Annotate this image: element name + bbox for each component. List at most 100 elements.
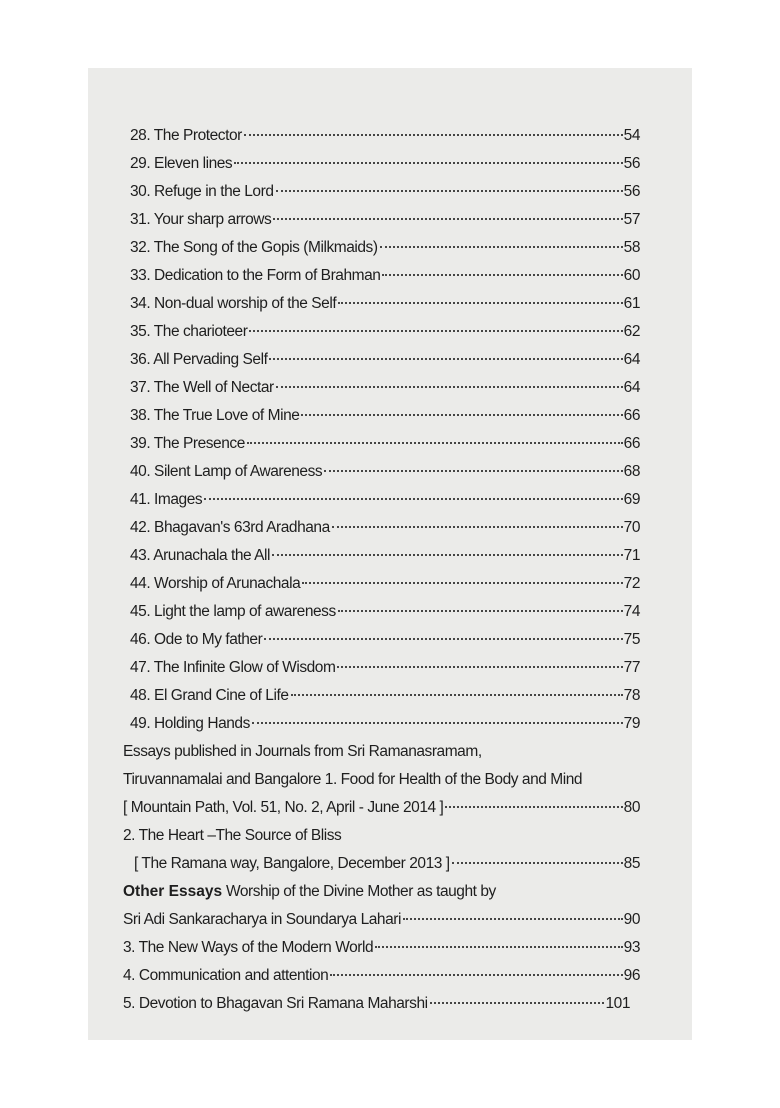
dot-leader (249, 330, 623, 332)
entry-title: 32. The Song of the Gopis (Milkmaids) (130, 239, 378, 256)
other-essays-line: Other Essays Worship of the Divine Mothe… (123, 878, 640, 906)
page-number: 69 (623, 491, 641, 508)
toc-entry: 3. The New Ways of the Modern World 93 (123, 934, 640, 962)
dot-leader (272, 554, 623, 556)
dot-leader (445, 806, 623, 808)
entry-title: 47. The Infinite Glow of Wisdom (130, 659, 336, 676)
entry-title: 30. Refuge in the Lord (130, 183, 274, 200)
dot-leader (324, 470, 623, 472)
toc-entry: 4. Communication and attention 96 (123, 962, 640, 990)
dot-leader (251, 722, 623, 724)
entry-title: 39. The Presence (130, 435, 245, 452)
toc-entry: 48. El Grand Cine of Life 78 (130, 682, 640, 710)
toc-entry: 38. The True Love of Mine 66 (130, 402, 640, 430)
dot-leader (330, 974, 623, 976)
section-heading: Other Essays (123, 883, 223, 900)
entry-title: [ The Ramana way, Bangalore, December 20… (134, 855, 450, 872)
toc-entry: 28. The Protector 54 (130, 122, 640, 150)
dot-leader (402, 918, 623, 920)
toc-entry: 46. Ode to My father 75 (130, 626, 640, 654)
page-number: 77 (623, 659, 641, 676)
entry-title: 34. Non-dual worship of the Self (130, 295, 337, 312)
entry-title: 43. Arunachala the All (130, 547, 271, 564)
entry-title: 38. The True Love of Mine (130, 407, 300, 424)
page-number: 79 (623, 715, 641, 732)
page-number: 96 (623, 967, 641, 984)
dot-leader (338, 302, 623, 304)
page-number: 75 (623, 631, 641, 648)
text: Tiruvannamalai and Bangalore 1. Food for… (123, 771, 583, 788)
toc-entry: 36. All Pervading Self 64 (130, 346, 640, 374)
toc-entry: 34. Non-dual worship of the Self 61 (130, 290, 640, 318)
page-number: 60 (623, 267, 641, 284)
entry-title: 41. Images (130, 491, 203, 508)
entry-title: 33. Dedication to the Form of Brahman (130, 267, 381, 284)
dot-leader (331, 526, 623, 528)
toc-entry: 45. Light the lamp of awareness 74 (130, 598, 640, 626)
entry-title: 48. El Grand Cine of Life (130, 687, 289, 704)
page-number: 57 (623, 211, 641, 228)
page-number: 78 (623, 687, 641, 704)
page-number: 56 (623, 183, 641, 200)
toc-entry: 32. The Song of the Gopis (Milkmaids) 58 (130, 234, 640, 262)
entry-title: 31. Your sharp arrows (130, 211, 272, 228)
page-number: 56 (623, 155, 641, 172)
dot-leader (204, 498, 623, 500)
entry-title: 36. All Pervading Self (130, 351, 268, 368)
toc-entry: 30. Refuge in the Lord 56 (130, 178, 640, 206)
page-number: 90 (623, 911, 641, 928)
dot-leader (301, 414, 623, 416)
entry-title: 4. Communication and attention (123, 967, 329, 984)
toc-entry: 5. Devotion to Bhagavan Sri Ramana Mahar… (123, 990, 630, 1018)
dot-leader (264, 638, 623, 640)
essays-intro-line-1: Essays published in Journals from Sri Ra… (123, 738, 640, 766)
toc-entry: [ The Ramana way, Bangalore, December 20… (134, 850, 640, 878)
entry-title: 35. The charioteer (130, 323, 248, 340)
dot-leader (275, 386, 623, 388)
toc-entry: 29. Eleven lines 56 (130, 150, 640, 178)
toc-entry: [ Mountain Path, Vol. 51, No. 2, April -… (123, 794, 640, 822)
page-number: 61 (623, 295, 641, 312)
dot-leader (337, 610, 623, 612)
dot-leader (337, 666, 623, 668)
page-number: 101 (605, 995, 630, 1012)
dot-leader (429, 1002, 605, 1004)
page-number: 85 (623, 855, 641, 872)
entry-title: 42. Bhagavan's 63rd Aradhana (130, 519, 330, 536)
page-number: 66 (623, 435, 641, 452)
page-number: 71 (623, 547, 641, 564)
dot-leader (451, 862, 623, 864)
entry-title: Sri Adi Sankaracharya in Soundarya Lahar… (123, 911, 401, 928)
entry-title: 46. Ode to My father (130, 631, 263, 648)
entry-title: 45. Light the lamp of awareness (130, 603, 336, 620)
toc-entry: 49. Holding Hands 79 (130, 710, 640, 738)
toc-entry: 39. The Presence 66 (130, 430, 640, 458)
entry-title: 28. The Protector (130, 127, 242, 144)
dot-leader (375, 946, 623, 948)
page-number: 58 (623, 239, 641, 256)
dot-leader (273, 218, 623, 220)
toc-entry: 33. Dedication to the Form of Brahman 60 (130, 262, 640, 290)
toc-entry: 37. The Well of Nectar 64 (130, 374, 640, 402)
dot-leader (290, 694, 623, 696)
dot-leader (302, 582, 623, 584)
page-number: 74 (623, 603, 641, 620)
dot-leader (275, 190, 623, 192)
dot-leader (379, 246, 623, 248)
entry-title: 5. Devotion to Bhagavan Sri Ramana Mahar… (123, 995, 428, 1012)
dot-leader (234, 162, 623, 164)
toc-entry: 31. Your sharp arrows 57 (130, 206, 640, 234)
entry-title: 2. The Heart –The Source of Bliss (123, 827, 342, 844)
entry-title: 44. Worship of Arunachala (130, 575, 301, 592)
dot-leader (382, 274, 623, 276)
page-number: 70 (623, 519, 641, 536)
page-number: 80 (623, 799, 641, 816)
toc-entry: 40. Silent Lamp of Awareness 68 (130, 458, 640, 486)
toc-entry: 35. The charioteer 62 (130, 318, 640, 346)
text: Essays published in Journals from Sri Ra… (123, 743, 482, 760)
dot-leader (243, 134, 623, 136)
toc-entry: 41. Images 69 (130, 486, 640, 514)
page-number: 72 (623, 575, 641, 592)
page-number: 66 (623, 407, 641, 424)
toc-entry: 47. The Infinite Glow of Wisdom 77 (130, 654, 640, 682)
